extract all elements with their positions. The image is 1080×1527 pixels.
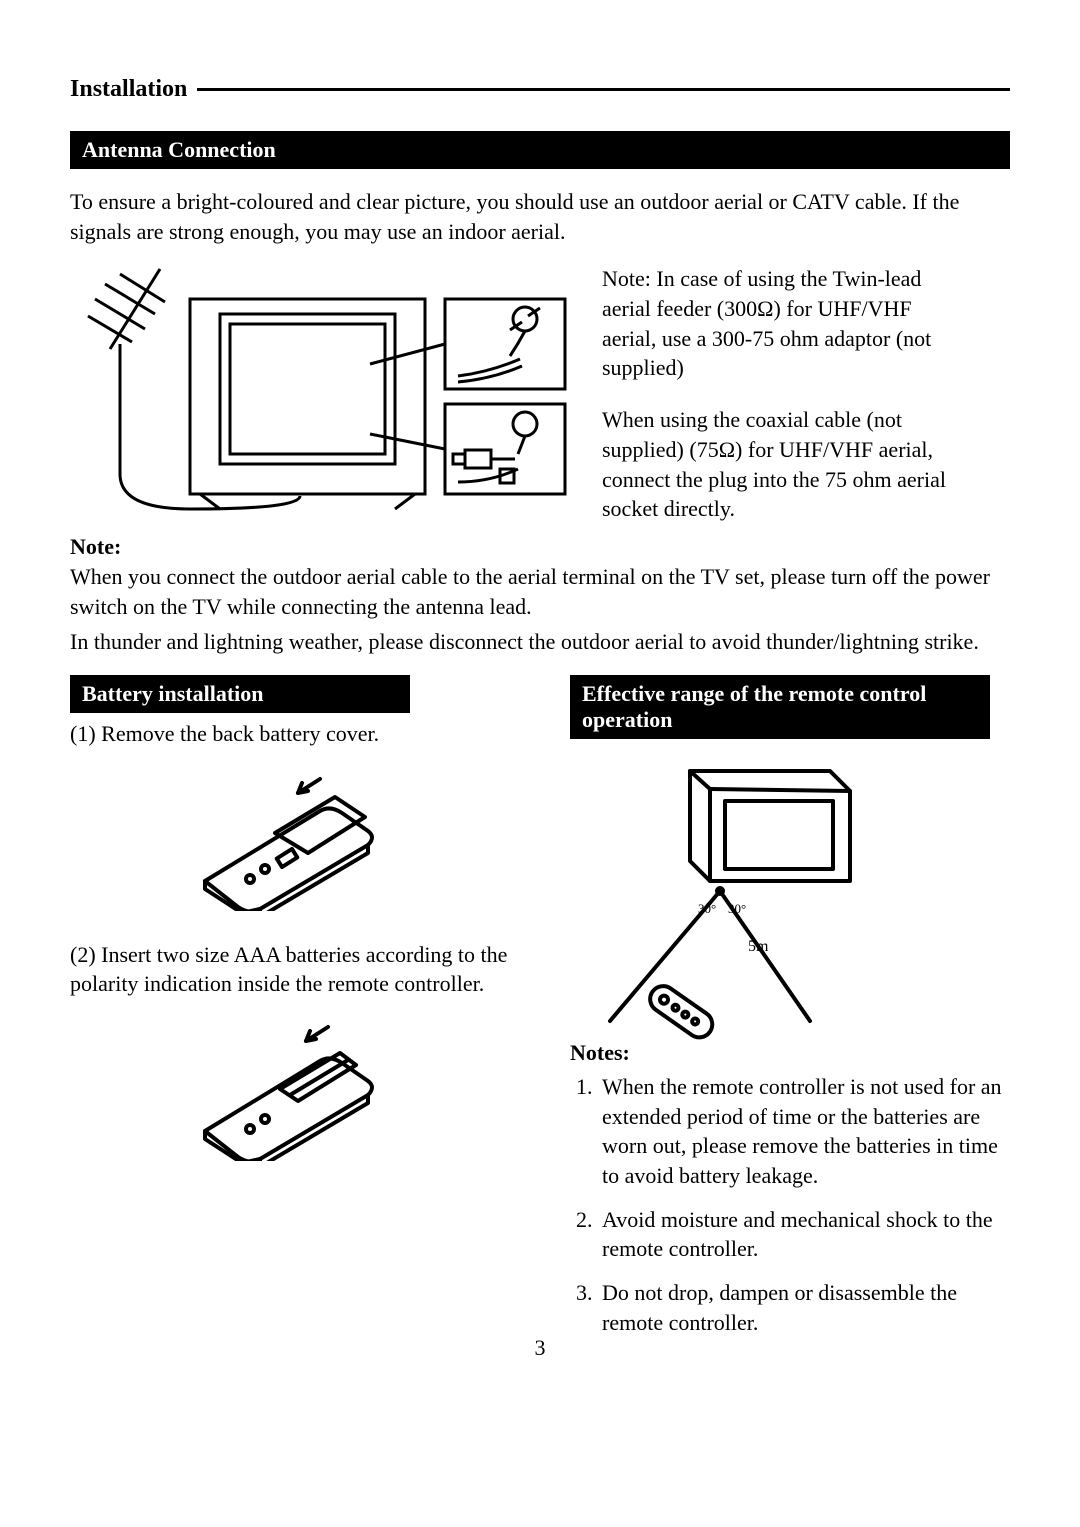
antenna-note-2: In thunder and lightning weather, please… bbox=[70, 627, 1010, 657]
battery-step-2: (2) Insert two size AAA batteries accord… bbox=[70, 940, 510, 999]
range-angle-left: 30° bbox=[698, 901, 716, 916]
range-note-3: Do not drop, dampen or disassemble the r… bbox=[598, 1278, 1010, 1337]
header-rule bbox=[197, 88, 1010, 91]
range-notes-block: Notes: When the remote controller is not… bbox=[570, 1040, 1010, 1338]
page-title: Installation bbox=[70, 76, 197, 103]
remote-open-illustration bbox=[70, 761, 510, 916]
range-notes-list: When the remote controller is not used f… bbox=[570, 1072, 1010, 1338]
remote-open-svg bbox=[180, 761, 400, 911]
range-diagram-svg: 5m 30° 30° bbox=[570, 751, 890, 1041]
range-column: Effective range of the remote control op… bbox=[570, 675, 1010, 1352]
page-number: 3 bbox=[535, 1335, 546, 1361]
antenna-note-1: When you connect the outdoor aerial cabl… bbox=[70, 562, 1010, 621]
antenna-diagram bbox=[70, 264, 570, 514]
lower-two-col: Battery installation (1) Remove the back… bbox=[70, 675, 1010, 1352]
antenna-diagram-svg bbox=[70, 264, 570, 514]
antenna-note-block: Note: When you connect the outdoor aeria… bbox=[70, 534, 1010, 657]
range-note-1: When the remote controller is not used f… bbox=[598, 1072, 1010, 1191]
antenna-side-notes: Note: In case of using the Twin-lead aer… bbox=[602, 264, 962, 524]
note-label: Note: bbox=[70, 534, 1010, 560]
range-distance-label: 5m bbox=[748, 938, 769, 955]
range-angle-right: 30° bbox=[728, 901, 746, 916]
page-header: Installation bbox=[70, 76, 1010, 103]
antenna-illustration-row: Note: In case of using the Twin-lead aer… bbox=[70, 264, 1010, 524]
antenna-side-note-1: Note: In case of using the Twin-lead aer… bbox=[602, 264, 962, 383]
battery-column: Battery installation (1) Remove the back… bbox=[70, 675, 510, 1190]
antenna-intro: To ensure a bright-coloured and clear pi… bbox=[70, 187, 1010, 246]
antenna-side-note-2: When using the coaxial cable (not suppli… bbox=[602, 405, 962, 524]
range-illustration: 5m 30° 30° bbox=[570, 751, 1010, 1046]
section-heading-battery: Battery installation bbox=[70, 675, 410, 713]
battery-step-1: (1) Remove the back battery cover. bbox=[70, 719, 510, 749]
section-heading-antenna: Antenna Connection bbox=[70, 131, 1010, 169]
range-note-2: Avoid moisture and mechanical shock to t… bbox=[598, 1205, 1010, 1264]
remote-batteries-illustration bbox=[70, 1011, 510, 1166]
remote-batteries-svg bbox=[180, 1011, 400, 1161]
page: Installation Antenna Connection To ensur… bbox=[0, 0, 1080, 1391]
section-heading-range: Effective range of the remote control op… bbox=[570, 675, 990, 739]
